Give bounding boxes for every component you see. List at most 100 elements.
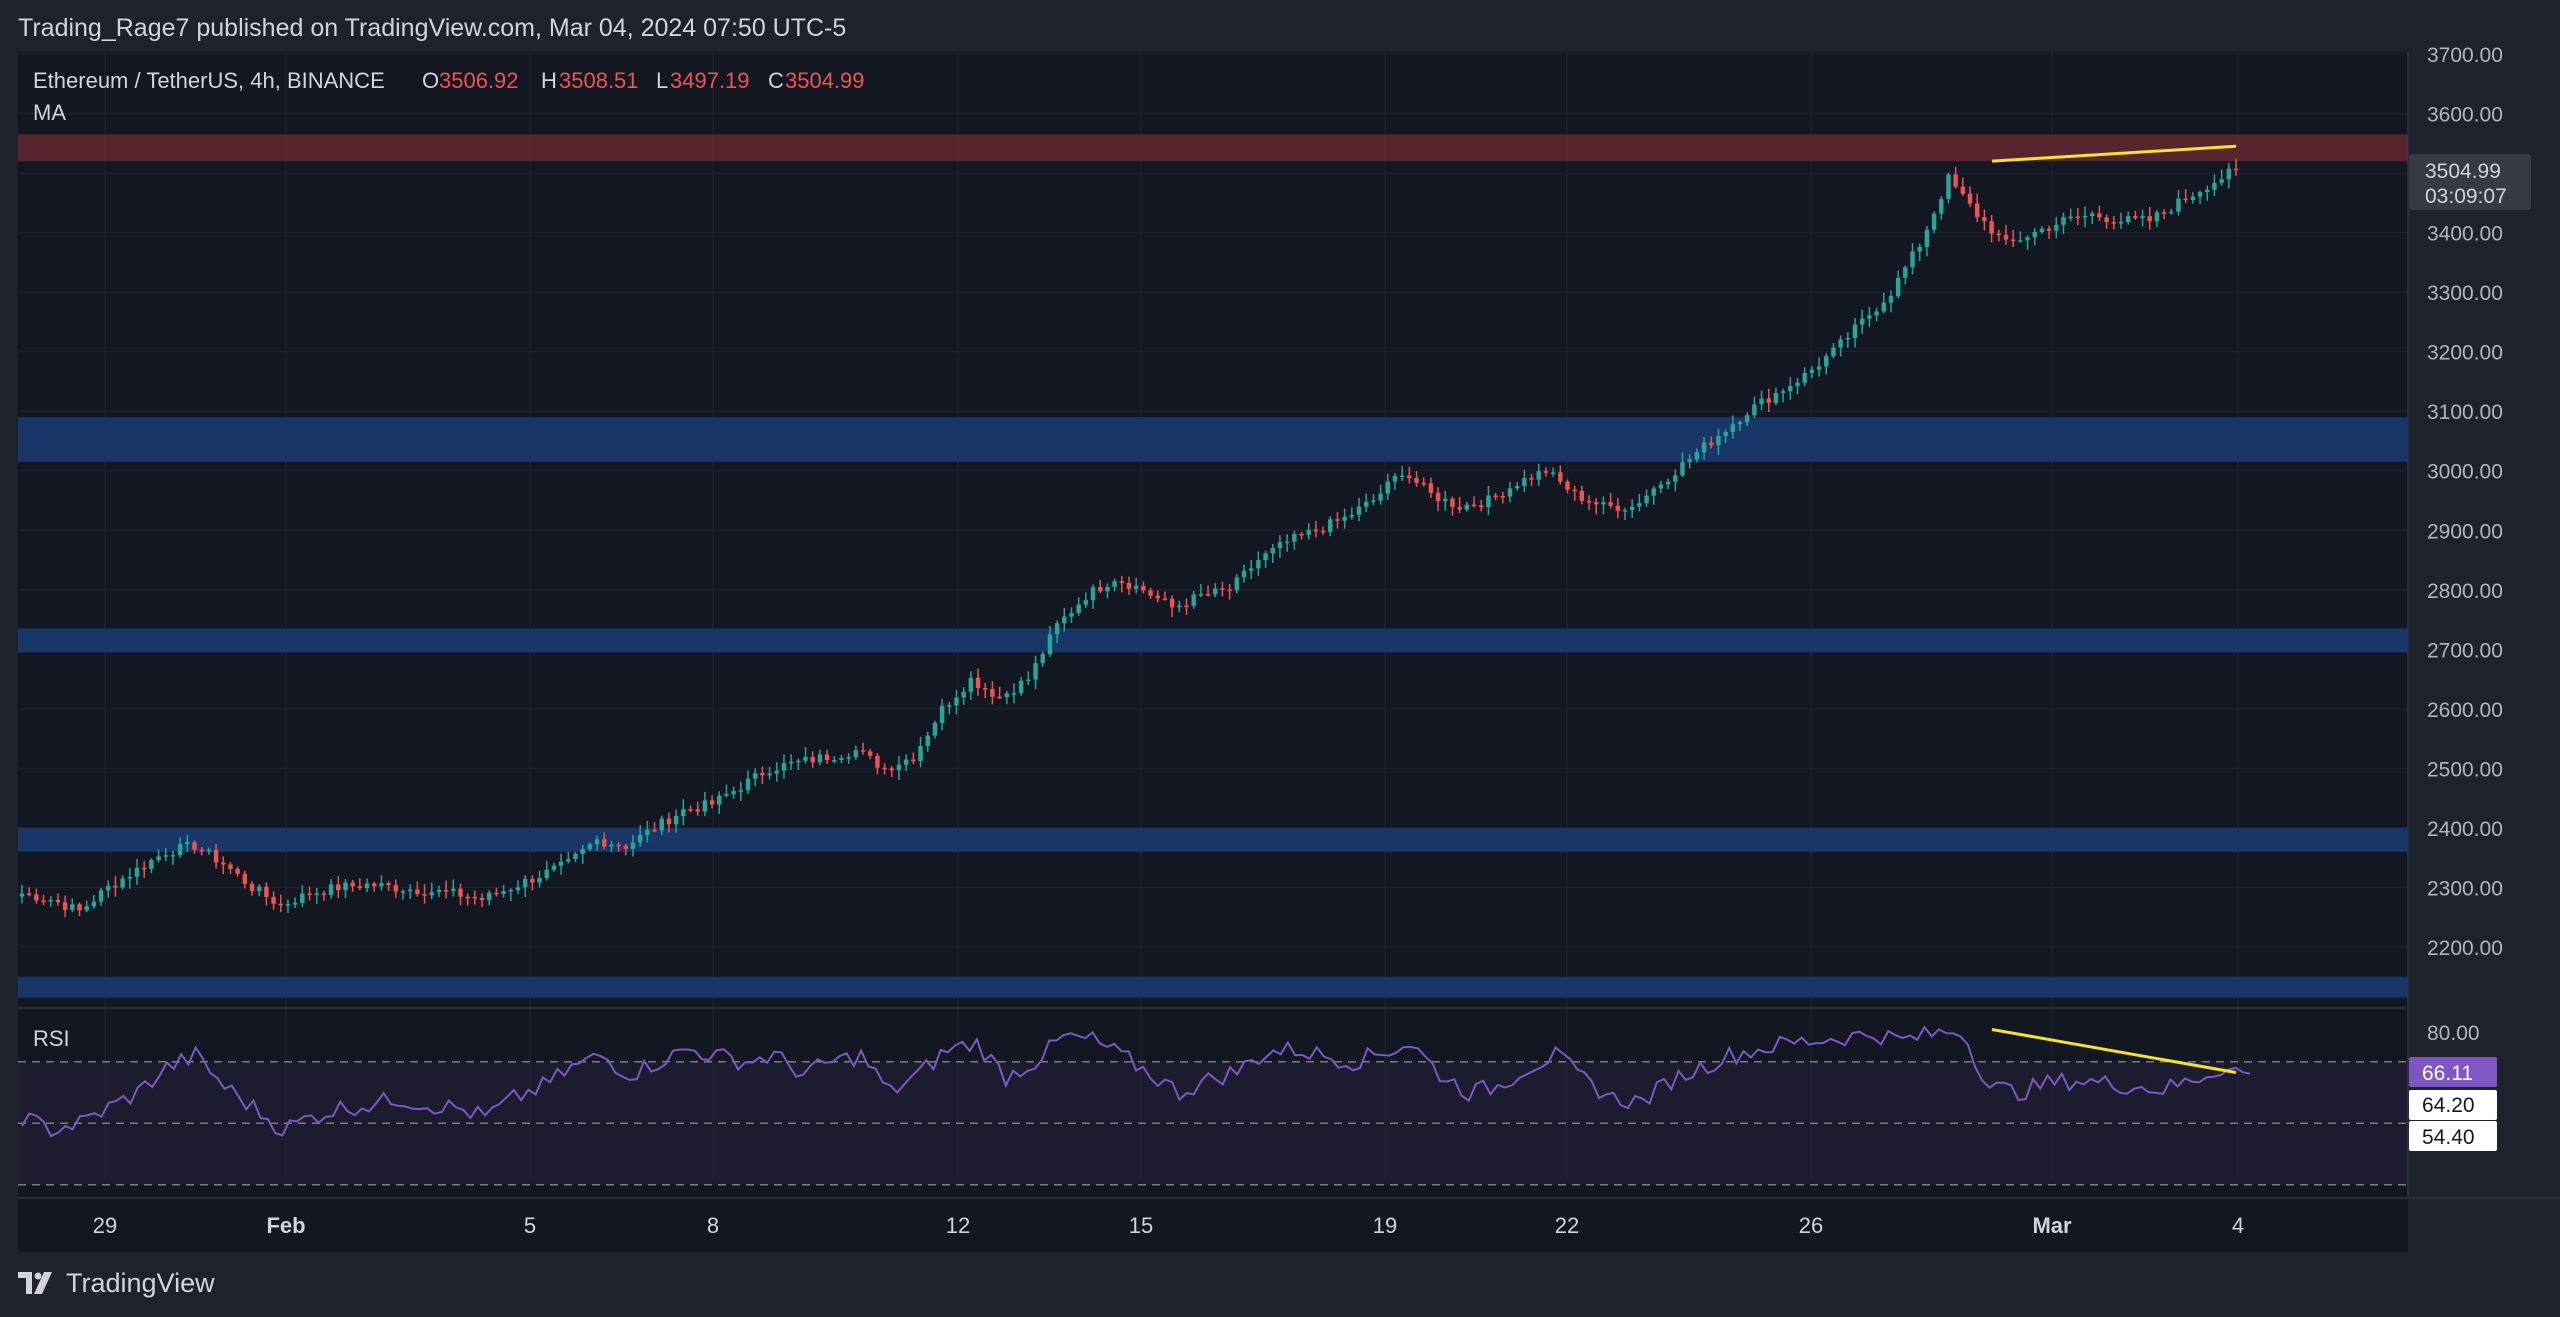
candle-body	[55, 899, 61, 903]
candle-body	[2133, 216, 2138, 218]
price-axis[interactable]: 2200.00 2300.00 2400.00 2500.00 2600.00 2700.…	[2427, 44, 2503, 960]
candle-body	[443, 889, 449, 892]
candle-body	[221, 862, 226, 865]
candle-body	[1284, 541, 1290, 544]
legend-open-label: O	[422, 68, 439, 93]
candle-body	[1018, 680, 1024, 694]
candle-body	[1680, 462, 1685, 476]
candle-body	[494, 892, 499, 895]
candle-body	[1982, 217, 1987, 222]
candle-body	[1414, 478, 1419, 483]
candle-body	[2190, 196, 2196, 201]
candle-body	[1062, 616, 1067, 624]
candle-body	[465, 896, 470, 899]
price-tick-label: 3700.00	[2427, 44, 2503, 67]
candle-body	[515, 887, 521, 890]
price-tick-label: 3200.00	[2427, 342, 2503, 365]
candle-body	[1162, 598, 1168, 600]
last-price-value: 3504.99	[2425, 160, 2501, 183]
candle-body	[156, 856, 161, 861]
price-tick-label: 3600.00	[2427, 104, 2503, 127]
candle-body	[853, 750, 859, 758]
rsi-label: RSI	[33, 1026, 70, 1051]
candle-body	[990, 689, 995, 697]
candle-body	[1615, 505, 1621, 511]
candle-body	[1644, 495, 1649, 504]
candle-body	[2018, 240, 2023, 242]
candle-body	[774, 770, 780, 774]
candle-body	[947, 705, 952, 707]
candle-body	[2212, 182, 2217, 190]
candle-body	[1558, 472, 1563, 482]
candle-body	[695, 809, 700, 812]
candle-body	[817, 754, 823, 763]
candle-body	[2082, 215, 2088, 218]
candle-body	[781, 763, 787, 771]
legend-open-value: 3506.92	[439, 68, 519, 93]
candle-body	[1874, 311, 1879, 316]
candle-body	[1637, 503, 1642, 507]
time-tick-label: 5	[524, 1213, 536, 1238]
support-zone	[18, 417, 2408, 462]
candle-body	[1299, 533, 1304, 536]
candle-body	[537, 878, 542, 883]
candle-body	[609, 844, 614, 847]
candle-body	[436, 889, 442, 893]
candle-body	[1608, 502, 1613, 506]
candle-body	[1256, 560, 1261, 569]
candle-body	[1744, 415, 1750, 423]
legend-close-label: C	[768, 68, 784, 93]
candle-body	[98, 890, 104, 902]
time-axis[interactable]: 29 Feb 5 8 12 15 19 22 26 Mar 4	[93, 1213, 2244, 1238]
candle-body	[1004, 693, 1010, 698]
candle-body	[796, 760, 801, 763]
candle-body	[1910, 251, 1915, 268]
candle-body	[1493, 495, 1498, 498]
candle-body	[2176, 198, 2181, 212]
candle-body	[1205, 594, 1211, 596]
candle-body	[681, 809, 686, 817]
candle-body	[91, 901, 97, 907]
candle-body	[1198, 594, 1204, 596]
candle-body	[882, 767, 887, 770]
tradingview-logo[interactable]: TradingView	[18, 1268, 215, 1299]
candle-body	[896, 764, 902, 771]
candle-body	[551, 865, 557, 870]
candle-body	[1809, 369, 1815, 373]
candle-body	[2140, 216, 2145, 218]
candle-body	[1119, 581, 1125, 583]
candle-body	[170, 855, 176, 857]
candle-body	[630, 842, 636, 849]
candle-body	[1047, 634, 1053, 655]
candle-body	[314, 893, 319, 896]
candle-body	[918, 746, 923, 762]
candle-body	[1169, 598, 1175, 608]
candle-body	[1399, 475, 1405, 478]
candle-body	[1673, 475, 1678, 482]
candle-body	[2032, 231, 2037, 238]
rsi-top-tick: 80.00	[2427, 1022, 2480, 1045]
candle-body	[1435, 492, 1441, 502]
candle-body	[386, 883, 391, 886]
candle-body	[860, 750, 866, 752]
candle-body	[1996, 233, 2002, 236]
candle-body	[594, 839, 600, 845]
candle-body	[1730, 424, 1736, 433]
candle-body	[788, 761, 794, 764]
candle-body	[1464, 504, 1470, 510]
candle-body	[307, 893, 312, 896]
candle-body	[1629, 506, 1635, 511]
candle-body	[1313, 529, 1319, 532]
candle-body	[2183, 198, 2188, 201]
candle-body	[1378, 493, 1383, 501]
price-zones	[18, 134, 2408, 998]
candle-body	[292, 903, 298, 905]
candle-body	[1507, 488, 1513, 497]
candle-body	[192, 842, 197, 850]
candle-body	[2046, 228, 2052, 231]
candle-body	[587, 844, 593, 850]
candle-body	[1407, 475, 1412, 479]
candle-body	[2068, 216, 2073, 219]
candle-body	[954, 697, 959, 706]
